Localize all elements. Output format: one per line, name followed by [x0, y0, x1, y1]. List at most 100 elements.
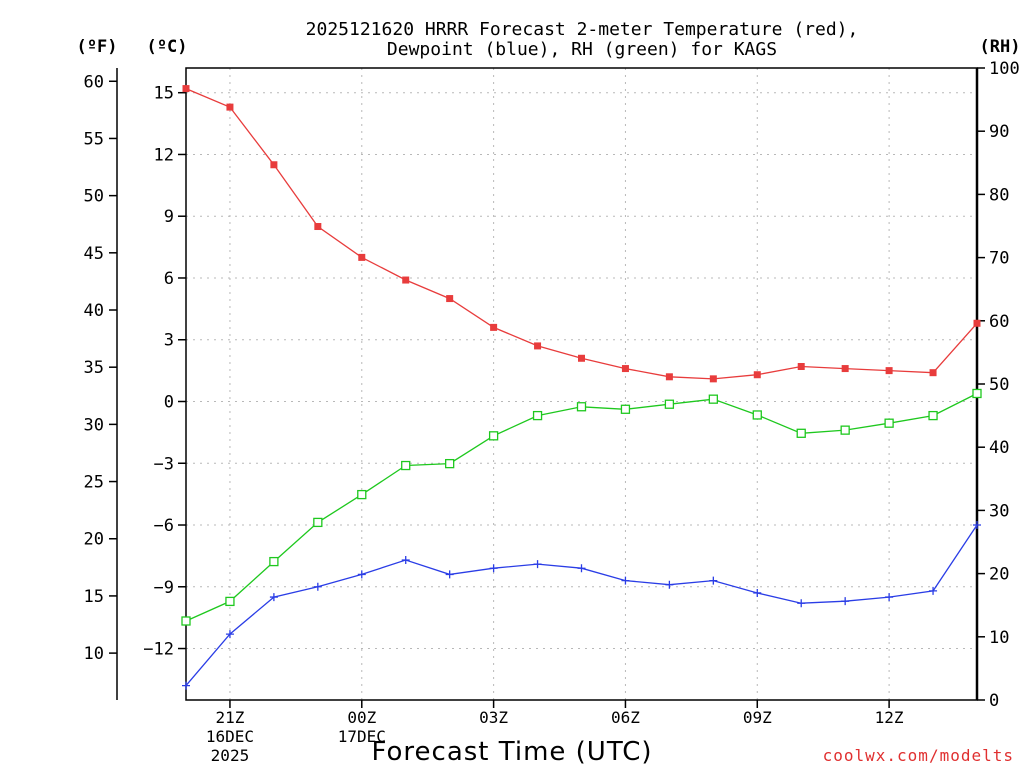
- dewpoint-point: [577, 564, 586, 573]
- 2-meter-temperature-point: [446, 295, 454, 303]
- rh-tick-label: 40: [989, 438, 1009, 458]
- dewpoint-point: [445, 570, 454, 579]
- dewpoint-point: [885, 593, 894, 602]
- x-year-label: 2025: [211, 746, 250, 765]
- relative-humidity-point: [532, 410, 543, 421]
- relative-humidity-point: [708, 394, 718, 404]
- dewpoint-point: [401, 556, 410, 565]
- 2-meter-temperature-point: [621, 365, 629, 373]
- x-tick-label: 12Z: [875, 708, 904, 727]
- celsius-tick-label: 15: [154, 84, 174, 104]
- dewpoint-point: [797, 599, 806, 608]
- rh-tick-label: 60: [989, 312, 1009, 332]
- chart-title-line1: 2025121620 HRRR Forecast 2-meter Tempera…: [306, 19, 859, 40]
- x-tick-label: 00Z: [347, 708, 376, 727]
- plot-frame: [185, 67, 978, 701]
- 2-meter-temperature-point: [929, 369, 937, 377]
- celsius-tick-label: −9: [154, 578, 174, 598]
- 2-meter-temperature-point: [578, 354, 585, 362]
- relative-humidity-point: [181, 616, 191, 626]
- celsius-unit-label: (ºC): [147, 37, 188, 57]
- relative-humidity-point: [357, 489, 367, 500]
- dewpoint-point: [621, 576, 630, 585]
- celsius-axis: 15 12 9 6 3 0 −3 −6 −9 −12: [143, 84, 186, 660]
- relative-humidity-point: [269, 556, 279, 567]
- 2-meter-temperature-point: [182, 85, 190, 93]
- 2-meter-temperature-point: [885, 367, 893, 375]
- celsius-tick-label: 0: [164, 392, 174, 412]
- fahrenheit-tick-label: 60: [84, 72, 104, 92]
- 2-meter-temperature-point: [358, 253, 366, 261]
- relative-humidity-point: [445, 458, 455, 469]
- relative-humidity-point: [664, 399, 675, 409]
- rh-tick-label: 0: [989, 691, 999, 711]
- fahrenheit-tick-label: 30: [84, 415, 104, 435]
- 2-meter-temperature-point: [797, 363, 805, 371]
- 2-meter-temperature-line: [185, 88, 978, 380]
- 2-meter-temperature-point: [841, 365, 849, 373]
- dewpoint-point: [929, 586, 938, 595]
- celsius-tick-label: −12: [143, 640, 174, 660]
- fahrenheit-axis: 60 55 50 45 40 35 30 25 20 15 10: [84, 72, 117, 664]
- series-layer: [181, 85, 982, 690]
- dewpoint-point: [489, 564, 498, 573]
- relative-humidity-point: [884, 418, 894, 428]
- celsius-tick-label: 9: [164, 207, 174, 227]
- relative-humidity-point: [401, 460, 411, 471]
- fahrenheit-tick-label: 25: [84, 473, 104, 493]
- celsius-tick-label: 12: [154, 145, 174, 165]
- relative-humidity-point: [752, 410, 762, 420]
- fahrenheit-tick-label: 45: [84, 244, 104, 264]
- relative-humidity-point: [796, 428, 806, 438]
- x-date-label: 16DEC: [206, 727, 254, 746]
- celsius-tick-label: −6: [154, 516, 174, 536]
- celsius-tick-label: −3: [154, 454, 174, 474]
- relative-humidity-point: [313, 517, 323, 528]
- x-tick-label: 21Z: [215, 708, 244, 727]
- fahrenheit-tick-label: 20: [84, 530, 104, 550]
- dewpoint-point: [665, 580, 674, 589]
- rh-unit-label: (RH): [980, 37, 1021, 57]
- rh-tick-label: 10: [989, 628, 1009, 648]
- fahrenheit-tick-label: 55: [84, 129, 104, 149]
- 2-meter-temperature-point: [973, 319, 981, 327]
- celsius-tick-label: 6: [164, 269, 174, 289]
- x-tick-label: 03Z: [479, 708, 508, 727]
- grid-lines: [186, 68, 977, 700]
- fahrenheit-tick-label: 35: [84, 358, 104, 378]
- dewpoint-point: [973, 521, 981, 530]
- rh-tick-label: 30: [989, 501, 1009, 521]
- rh-tick-label: 90: [989, 122, 1009, 142]
- fahrenheit-tick-label: 50: [84, 187, 104, 207]
- rh-tick-label: 50: [989, 375, 1009, 395]
- x-date-label: 17DEC: [338, 727, 386, 746]
- dewpoint-line: [185, 524, 978, 687]
- dewpoint-point: [313, 582, 322, 591]
- 2-meter-temperature-point: [402, 276, 410, 284]
- rh-tick-label: 80: [989, 185, 1009, 205]
- relative-humidity-point: [576, 402, 587, 412]
- relative-humidity-point: [620, 404, 631, 414]
- credit-text: coolwx.com/modelts: [823, 746, 1014, 765]
- relative-humidity-point: [928, 410, 938, 421]
- fahrenheit-tick-label: 15: [84, 587, 104, 607]
- 2-meter-temperature-point: [490, 323, 498, 331]
- dewpoint-point: [269, 593, 278, 602]
- fahrenheit-tick-label: 40: [84, 301, 104, 321]
- dewpoint-point: [182, 681, 190, 690]
- rh-tick-label: 100: [989, 59, 1020, 79]
- x-axis-title: Forecast Time (UTC): [371, 737, 652, 767]
- 2-meter-temperature-point: [270, 161, 278, 169]
- relative-humidity-point: [972, 388, 982, 399]
- celsius-tick-label: 3: [164, 331, 174, 351]
- 2-meter-temperature-point: [665, 373, 673, 381]
- chart-title-line2: Dewpoint (blue), RH (green) for KAGS: [387, 39, 777, 60]
- relative-humidity-point: [225, 596, 235, 607]
- x-tick-label: 06Z: [611, 708, 640, 727]
- dewpoint-point: [225, 630, 234, 639]
- 2-meter-temperature-point: [314, 223, 322, 231]
- fahrenheit-unit-label: (ºF): [77, 37, 118, 57]
- 2-meter-temperature-point: [753, 371, 761, 379]
